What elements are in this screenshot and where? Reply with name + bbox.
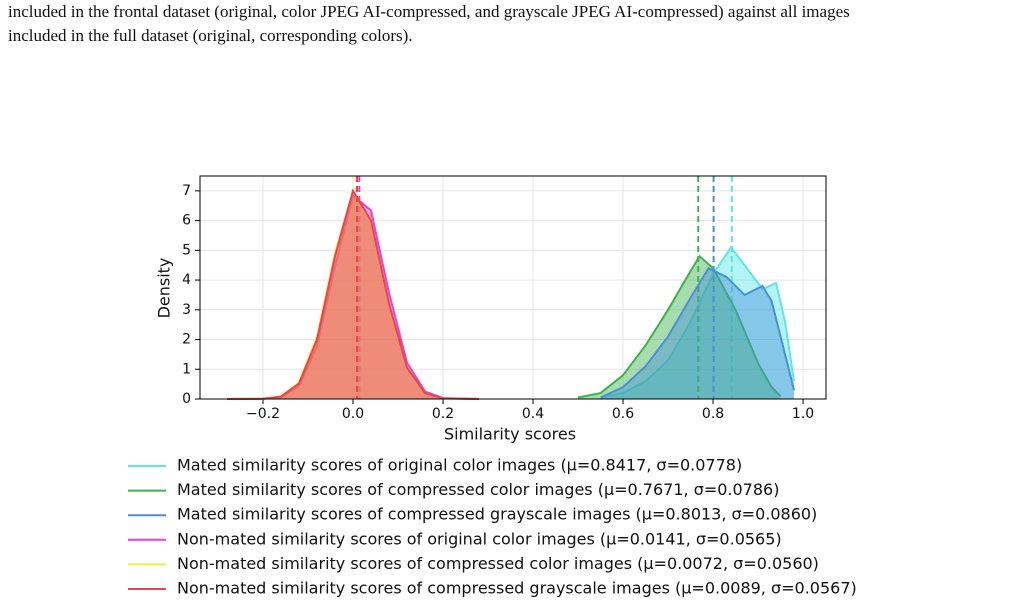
paragraph: included in the frontal dataset (origina… bbox=[8, 0, 850, 48]
density-area bbox=[600, 268, 795, 399]
y-tick-label: 7 bbox=[182, 183, 191, 199]
y-tick-label: 2 bbox=[182, 332, 191, 348]
y-axis-label: Density bbox=[155, 258, 174, 319]
x-tick-label: 0.6 bbox=[612, 406, 634, 422]
y-tick-label: 4 bbox=[182, 272, 191, 288]
legend-label: Non-mated similarity scores of original … bbox=[177, 529, 782, 548]
text-line: included in the full dataset (original, … bbox=[8, 26, 413, 45]
x-axis-label: Similarity scores bbox=[444, 425, 576, 444]
x-tick-label: 0.0 bbox=[342, 406, 364, 422]
x-tick-label: 1.0 bbox=[792, 406, 814, 422]
legend-label: Mated similarity scores of original colo… bbox=[177, 456, 742, 475]
density-line bbox=[577, 254, 782, 399]
x-tick-label: −0.2 bbox=[246, 406, 280, 422]
legend-label: Mated similarity scores of compressed co… bbox=[177, 480, 779, 499]
y-tick-label: 1 bbox=[182, 361, 191, 377]
y-tick-label: 5 bbox=[182, 242, 191, 258]
x-tick-label: 0.4 bbox=[522, 406, 544, 422]
density-area bbox=[227, 195, 480, 399]
y-tick-label: 0 bbox=[182, 391, 191, 407]
density-area bbox=[227, 190, 480, 399]
legend-label: Mated similarity scores of compressed gr… bbox=[177, 505, 817, 524]
density-line bbox=[600, 245, 796, 399]
x-tick-label: 0.2 bbox=[432, 406, 454, 422]
y-tick-label: 3 bbox=[182, 302, 191, 318]
y-tick-label: 6 bbox=[182, 213, 191, 229]
legend-label: Non-mated similarity scores of compresse… bbox=[177, 554, 819, 573]
density-line bbox=[226, 188, 480, 400]
plot-frame bbox=[199, 175, 827, 400]
x-tick-label: 0.8 bbox=[702, 406, 724, 422]
density-area bbox=[578, 256, 781, 399]
density-line bbox=[600, 266, 796, 399]
text-line: included in the frontal dataset (origina… bbox=[8, 2, 850, 21]
density-area bbox=[227, 190, 480, 399]
legend-label: Non-mated similarity scores of compresse… bbox=[177, 579, 857, 598]
density-area bbox=[600, 247, 795, 399]
